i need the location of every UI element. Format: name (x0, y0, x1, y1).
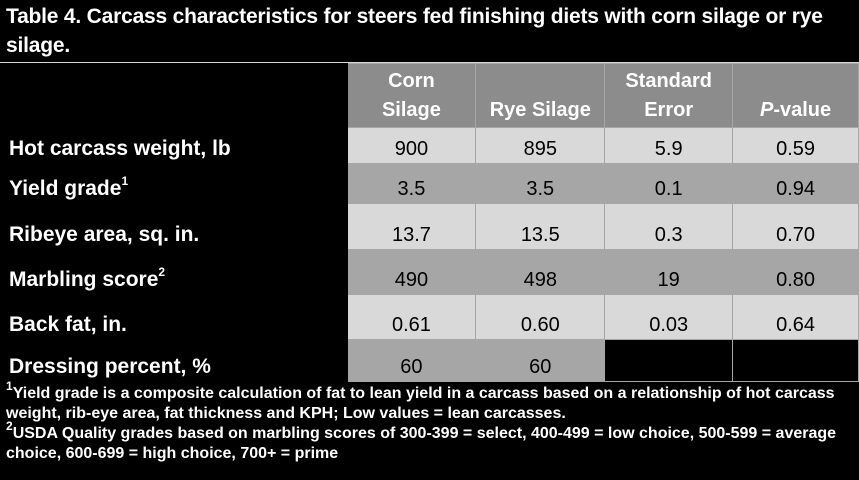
row-label: Marbling score2 (0, 249, 348, 295)
table-row: Yield grade1 3.5 3.5 0.1 0.94 (0, 163, 859, 204)
cell-se: 5.9 (604, 127, 734, 164)
header-blank (0, 63, 348, 128)
footnote-1: 1Yield grade is a composite calculation … (6, 380, 856, 424)
footnote-2-marker: 2 (6, 418, 13, 433)
cell-corn: 490 (346, 249, 477, 295)
cell-corn: 0.61 (346, 294, 477, 340)
cell-rye: 13.5 (475, 203, 606, 250)
header-corn-line2: Silage (381, 99, 441, 121)
row-label: Ribeye area, sq. in. (0, 203, 348, 250)
cell-p: 0.80 (732, 249, 859, 295)
cell-rye: 3.5 (475, 163, 606, 204)
header-se-line1: Standard (625, 70, 713, 92)
footnote-2: 2USDA Quality grades based on marbling s… (6, 420, 856, 464)
footnote-2-text: USDA Quality grades based on marbling sc… (6, 425, 837, 462)
cell-corn: 3.5 (346, 163, 477, 204)
cell-rye: 895 (475, 127, 606, 164)
cell-corn: 60 (346, 339, 477, 382)
header-p-rest: -value (773, 99, 832, 121)
footnote-1-text: Yield grade is a composite calculation o… (6, 385, 835, 422)
row-label: Yield grade1 (0, 163, 348, 204)
header-rye-silage: Rye Silage (475, 63, 606, 128)
table-row: Hot carcass weight, lb 900 895 5.9 0.59 (0, 127, 859, 164)
header-corn-line1: Corn (388, 70, 435, 92)
footnote-ref: 2 (158, 265, 166, 279)
table-title: Table 4. Carcass characteristics for ste… (6, 5, 823, 57)
table-row: Ribeye area, sq. in. 13.7 13.5 0.3 0.70 (0, 203, 859, 250)
table-row: Back fat, in. 0.61 0.60 0.03 0.64 (0, 294, 859, 340)
cell-se (604, 339, 734, 382)
header-p-value: P-value (732, 63, 859, 128)
table-row: Marbling score2 490 498 19 0.80 (0, 249, 859, 295)
cell-p (732, 339, 859, 382)
header-se-line2: Error (644, 99, 694, 121)
row-label: Hot carcass weight, lb (0, 127, 348, 164)
cell-se: 0.3 (604, 203, 734, 250)
cell-p: 0.70 (732, 203, 859, 250)
cell-corn: 900 (346, 127, 477, 164)
cell-rye: 498 (475, 249, 606, 295)
row-label: Back fat, in. (0, 294, 348, 340)
cell-p: 0.64 (732, 294, 859, 340)
footnote-1-marker: 1 (6, 378, 13, 393)
cell-p: 0.59 (732, 127, 859, 164)
cell-rye: 0.60 (475, 294, 606, 340)
row-label: Dressing percent, % (0, 339, 348, 382)
footnotes: 1Yield grade is a composite calculation … (6, 380, 856, 464)
cell-rye: 60 (475, 339, 606, 382)
cell-se: 19 (604, 249, 734, 295)
cell-corn: 13.7 (346, 203, 477, 250)
header-row: Corn Silage Rye Silage Standard Error P-… (0, 63, 859, 128)
cell-se: 0.03 (604, 294, 734, 340)
carcass-table: Corn Silage Rye Silage Standard Error P-… (0, 63, 859, 382)
cell-se: 0.1 (604, 163, 734, 204)
header-standard-error: Standard Error (604, 63, 734, 128)
header-corn-silage: Corn Silage (346, 63, 477, 128)
footnote-ref: 1 (121, 174, 129, 188)
header-p-italic: P (759, 99, 774, 121)
cell-p: 0.94 (732, 163, 859, 204)
table-row: Dressing percent, % 60 60 (0, 339, 859, 382)
